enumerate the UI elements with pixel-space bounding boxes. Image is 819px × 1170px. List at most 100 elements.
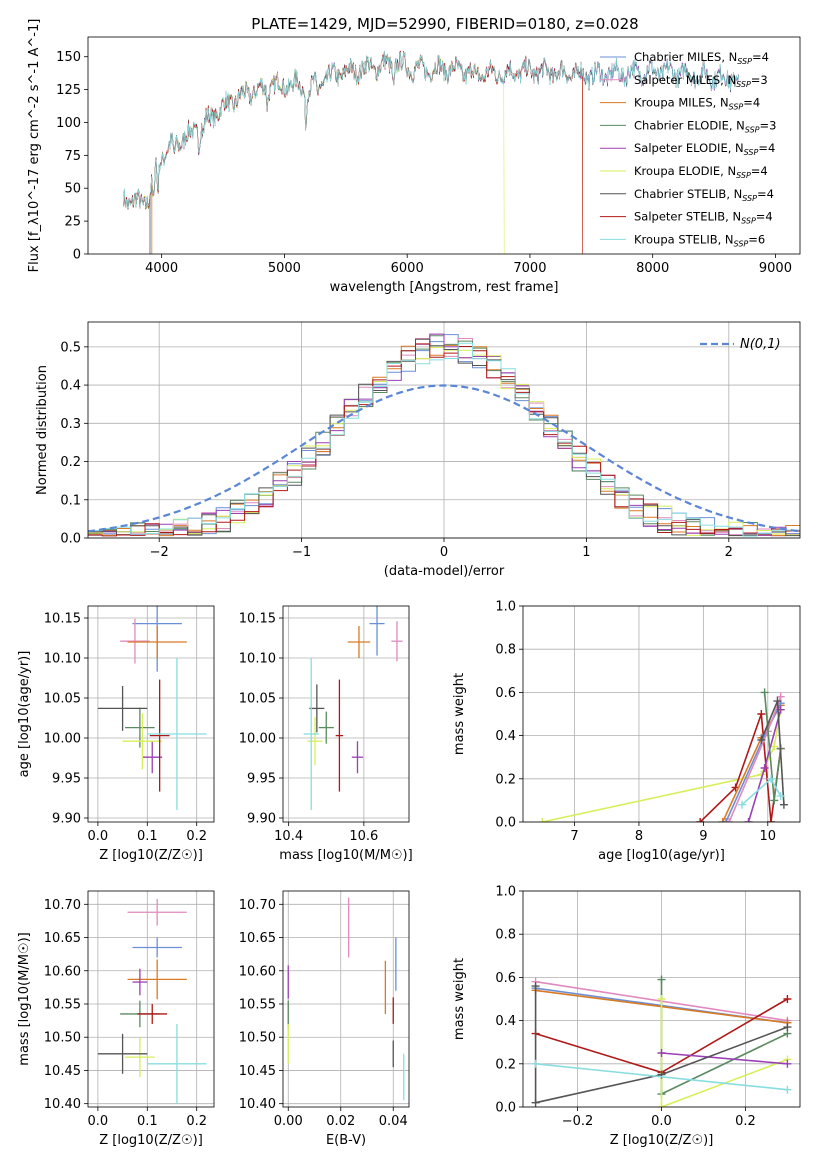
y-tick-label: 0.0 [495,1101,516,1116]
x-tick-label: 1 [582,545,590,560]
weight_vs_Z-plot-area [531,975,792,1107]
errorbar-point [147,1023,207,1104]
weight-line-kroupa-stelib [535,1063,788,1091]
x-tick-label: 0.02 [326,1114,355,1129]
y-tick-label: 10.10 [44,652,81,667]
y-tick-label: 9.95 [52,772,81,787]
weight-marker [783,1059,792,1068]
legend-entry: Chabrier ELODIE, NSSP=3 [634,118,776,134]
age_vs_Z-frame [87,605,215,823]
legend-entry: Salpeter STELIB, NSSP=4 [634,210,773,226]
x-tick-label: 0.2 [186,829,207,844]
weight-marker [757,710,766,718]
x-axis-label: (data-model)/error [384,564,505,579]
age_vs_Z-plot-area [97,606,207,810]
errorbar-point [122,713,163,770]
y-tick-label: 10.60 [239,964,276,979]
y-tick-label: 10.55 [239,997,276,1012]
y-tick-label: 9.90 [52,812,81,827]
legend-entry: Salpeter ELODIE, NSSP=4 [634,141,775,157]
x-tick-label: 0.0 [88,829,109,844]
weight-marker [767,818,776,822]
x-tick-label: 10.4 [274,829,303,844]
y-tick-label: 9.95 [247,772,276,787]
errorbar-point [351,741,364,774]
age_vs_mass-frame [282,605,410,823]
spectrum-frame [87,36,801,255]
x-axis-label: mass [log10(M/M☉)] [279,848,412,863]
y-tick-label: 10.45 [44,1064,81,1079]
errorbar-point [335,679,344,792]
y-tick-label: 125 [56,83,81,98]
x-tick-label: 2 [725,545,733,560]
y-tick-label: 10.45 [239,1064,276,1079]
y-tick-label: 10.65 [44,931,81,946]
errorbar-point [318,711,334,744]
weight-marker [721,818,730,822]
y-tick-label: 1.0 [495,885,516,900]
y-tick-label: 10.10 [239,652,276,667]
x-tick-label: 0.1 [137,829,158,844]
y-tick-label: 10.55 [44,997,81,1012]
x-tick-label: 0.04 [379,1114,408,1129]
figure-title: PLATE=1429, MJD=52990, FIBERID=0180, z=0… [251,15,638,33]
x-tick-label: 8000 [636,261,669,276]
x-tick-label: 5000 [268,261,301,276]
errorbar-point [391,621,403,662]
y-tick-label: 0.2 [495,772,516,787]
errorbar-point [132,968,148,996]
x-axis-label: Z [log10(Z/Z☉)] [99,1133,203,1148]
x-axis-label: wavelength [Angstrom, rest frame] [330,280,559,295]
weight-marker [773,697,782,706]
mass_vs_Z-frame [87,890,215,1108]
errorbar-point [149,679,170,792]
y-tick-label: 0.8 [495,643,516,658]
weight_vs_age-frame [522,605,801,823]
y-tick-label: 10.00 [44,732,81,747]
x-tick-label: −0.2 [562,1114,594,1129]
spectrum-line-kroupa-stelib [123,51,739,209]
weight-marker [760,764,769,772]
mass_vs_ebv-frame [282,890,410,1108]
mass_vs_ebv-plot-area [287,897,405,1101]
weight-marker [770,742,779,751]
residuals-panel: −2 −1 0 1 2 0.0 0.1 0.2 0.3 0.4 0.5 (data-model)/er… [35,321,801,579]
y-axis-label: age [log10(age/yr)] [17,651,32,778]
spectrum-panel: 4000 5000 6000 7000 8000 9000 0 25 50 75 100 125 150… [27,19,801,295]
errorbar-point [147,658,207,810]
weight-marker [779,800,788,809]
y-tick-label: 150 [56,50,81,65]
weight-marker [531,982,540,991]
x-tick-label: −2 [150,545,169,560]
y-tick-label: 9.90 [247,812,276,827]
legend-entry: Kroupa ELODIE, NSSP=4 [634,164,768,180]
legend-entry: Chabrier MILES, NSSP=4 [634,50,769,66]
x-tick-label: 0.0 [88,1114,109,1129]
x-tick-label: 6000 [391,261,424,276]
errorbar-point [303,658,319,810]
y-tick-label: 0.0 [495,816,516,831]
residuals-plot-area [88,333,800,537]
y-axis-label: Flux [f_λ10^-17 erg cm^-2 s^-1 A^-1] [27,19,42,273]
errorbar-point [369,606,385,656]
y-tick-label: 50 [64,182,81,197]
y-tick-label: 10.40 [44,1097,81,1112]
errorbar-point [127,959,187,1000]
weight-marker [776,792,785,801]
weight-marker [718,818,727,822]
weight-marker [770,796,779,805]
weight-marker [696,818,705,822]
mass_vs_Z-panel: 0.0 0.1 0.2 10.40 10.45 10.50 10.55 10.60 10.65 1… [17,890,215,1148]
errorbar-point [142,741,163,774]
y-tick-label: 0.3 [60,417,81,432]
legend-entry: Chabrier STELIB, NSSP=4 [634,187,774,203]
y-tick-label: 10.70 [44,898,81,913]
errorbar-point [127,898,187,926]
x-axis-label: Z [log10(Z/Z☉)] [610,1133,714,1148]
y-tick-label: 0.8 [495,928,516,943]
x-tick-label: 0 [440,545,448,560]
x-tick-label: 10.6 [349,829,378,844]
spectrum-plot-area [123,50,739,254]
weight_vs_age-panel: 7 8 9 10 0.0 0.2 0.4 0.6 0.8 1.0 age [log10(age/yr… [452,600,801,863]
